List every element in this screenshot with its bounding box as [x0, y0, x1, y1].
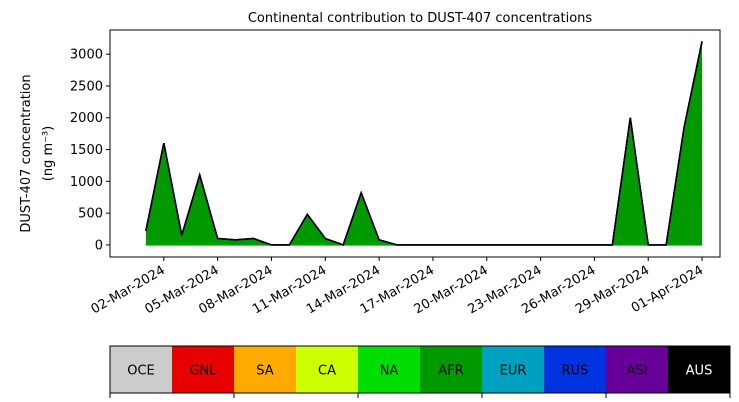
plot-frame: [109, 29, 721, 258]
legend-swatch: [110, 346, 172, 393]
legend-label: EUR: [500, 364, 527, 379]
legend-entry: CA: [296, 346, 358, 393]
legend-swatch: [544, 346, 606, 393]
legend-entry: NA: [358, 346, 420, 393]
legend-entry: ASI: [606, 346, 668, 393]
legend-label: GNL: [189, 364, 217, 379]
area-edge: [145, 41, 703, 246]
legend-label: CA: [318, 364, 336, 379]
y-tick-label: 2000: [70, 111, 103, 126]
legend-label: AFR: [438, 364, 463, 379]
chart-title: Continental contribution to DUST-407 con…: [248, 11, 593, 26]
legend-swatch: [482, 346, 544, 393]
legend-swatch: [606, 346, 668, 393]
legend-entry: RUS: [544, 346, 606, 393]
legend-entry: GNL: [172, 346, 234, 393]
legend-swatch: [668, 346, 730, 393]
legend-label: SA: [256, 364, 273, 379]
legend-entry: EUR: [482, 346, 544, 393]
y-tick-label: 0: [95, 238, 103, 253]
y-tick-label: 2500: [70, 79, 103, 94]
legend-label: RUS: [562, 364, 589, 379]
area: [145, 41, 703, 245]
legend-label: NA: [380, 364, 399, 379]
legend-entry: AUS: [668, 346, 730, 393]
legend-swatch: [358, 346, 420, 393]
legend-label: ASI: [627, 364, 648, 379]
legend-entry: SA: [234, 346, 296, 393]
legend-label: OCE: [127, 364, 155, 379]
y-axis-label: (ng m⁻³): [41, 126, 56, 182]
y-tick-label: 1500: [70, 143, 103, 158]
legend-entry: AFR: [420, 346, 482, 393]
y-tick-label: 3000: [70, 48, 103, 63]
legend-label: AUS: [686, 364, 713, 379]
legend-frame: [109, 345, 731, 394]
legend-swatch: [296, 346, 358, 393]
legend-entry: OCE: [110, 346, 172, 393]
y-axis-label: DUST-407 concentration: [19, 74, 34, 232]
y-tick-label: 500: [78, 207, 103, 222]
legend-swatch: [420, 346, 482, 393]
legend-swatch: [234, 346, 296, 393]
legend-swatch: [172, 346, 234, 393]
y-tick-label: 1000: [70, 175, 103, 190]
